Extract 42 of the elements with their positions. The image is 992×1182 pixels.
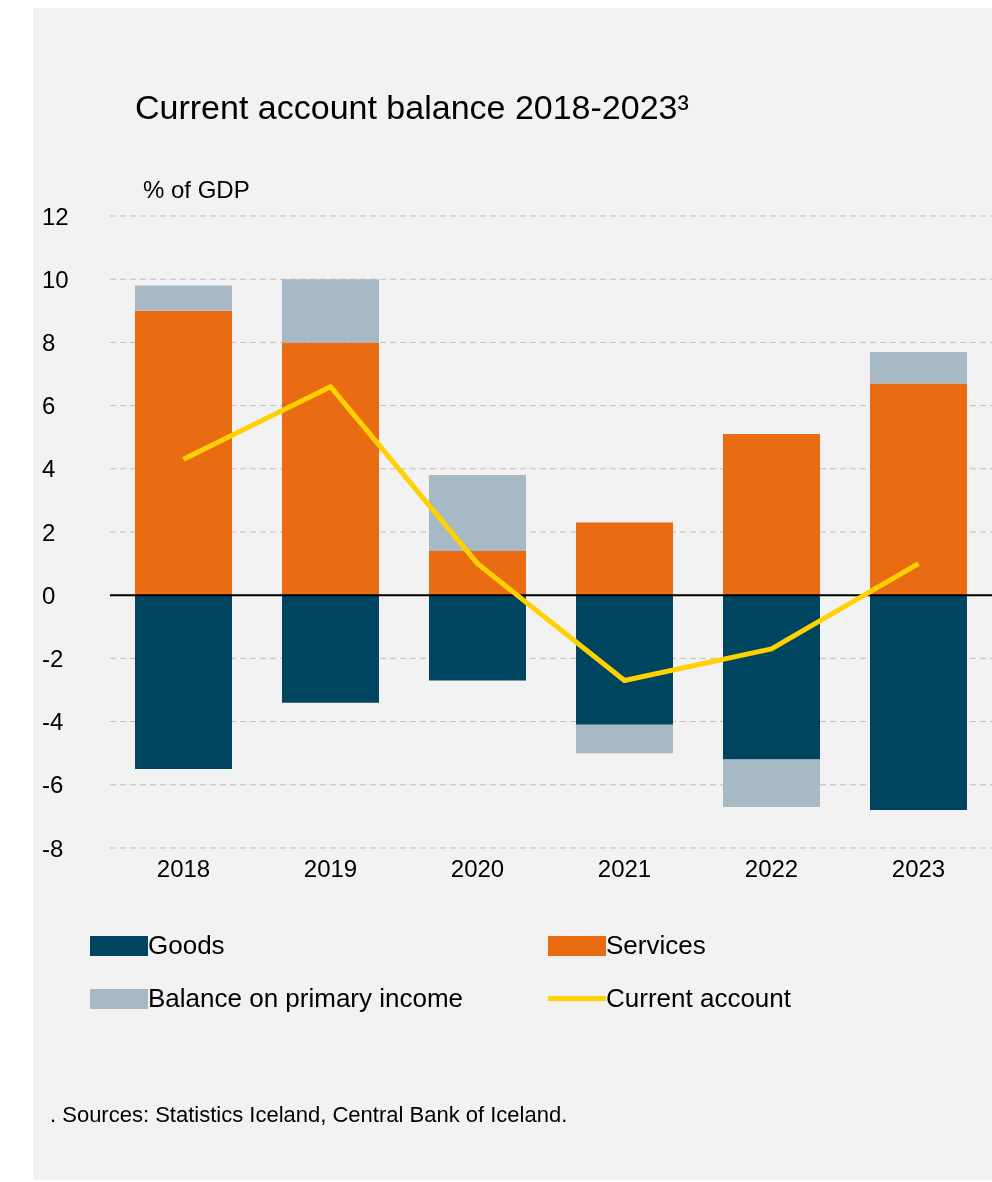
y-tick-label: -6 — [42, 771, 64, 799]
x-tick-label: 2022 — [744, 855, 799, 883]
chart-title: Current account balance 2018-2023³ — [135, 88, 689, 127]
bar — [281, 595, 379, 703]
bar — [869, 383, 967, 596]
legend-label: Goods — [148, 930, 225, 961]
text: . Sources: Statistics Iceland, Central Bank of Iceland. — [50, 1102, 568, 1128]
x-tick-label: 2018 — [156, 855, 211, 883]
y-tick-label: 2 — [42, 518, 56, 546]
y-tick-label: 10 — [42, 265, 69, 293]
legend-label: Services — [606, 930, 706, 961]
bar — [134, 595, 232, 769]
y-tick-label: 8 — [42, 328, 56, 356]
x-tick-label: 2020 — [450, 855, 505, 883]
x-tick-label: 2019 — [303, 855, 358, 883]
bar — [869, 351, 967, 384]
bar — [575, 522, 673, 596]
bar — [281, 279, 379, 343]
bar — [134, 285, 232, 311]
x-tick-label: 2023 — [891, 855, 946, 883]
legend-label: Current account — [606, 983, 791, 1014]
bar — [722, 434, 820, 596]
bar — [281, 342, 379, 596]
x-tick-label: 2021 — [597, 855, 652, 883]
y-tick-label: 4 — [42, 455, 56, 483]
y-tick-label: 0 — [42, 581, 56, 609]
bar — [428, 595, 526, 681]
bar — [722, 595, 820, 760]
bar — [869, 595, 967, 811]
y-tick-label: -4 — [42, 708, 64, 736]
bar — [575, 595, 673, 725]
y-tick-label: -8 — [42, 834, 64, 862]
bar — [134, 310, 232, 596]
bar — [428, 550, 526, 596]
bar — [575, 724, 673, 754]
y-tick-label: -2 — [42, 644, 64, 672]
bar — [722, 759, 820, 807]
y-axis-title: % of GDP — [143, 176, 250, 204]
bar — [428, 475, 526, 551]
legend-label: Balance on primary income — [148, 983, 464, 1014]
y-tick-label: 12 — [42, 202, 69, 230]
y-tick-label: 6 — [42, 392, 56, 420]
